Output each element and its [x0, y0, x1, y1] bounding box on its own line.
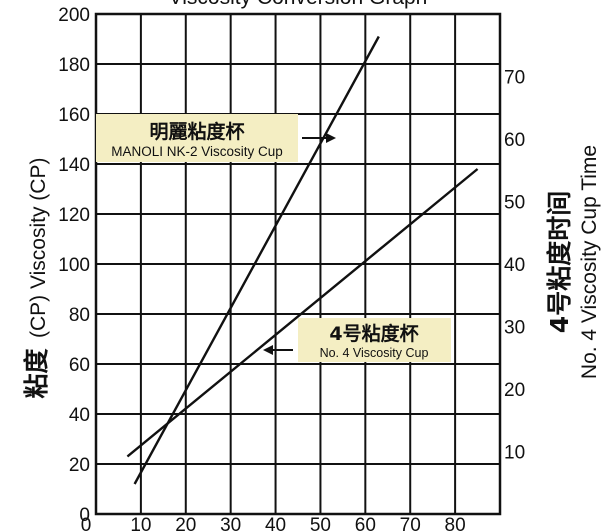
y-axis-label-text: (CP) Viscosity (CP)	[27, 158, 50, 338]
x-tick-label: 60	[355, 515, 376, 531]
annotation-manoli-arrowhead	[326, 133, 336, 143]
y2-tick-label: 40	[504, 255, 525, 276]
y-tick-label: 200	[58, 5, 90, 26]
annotation-no4-cjk: 4号粘度杯	[329, 322, 418, 345]
annotation-no4: 4号粘度杯 No. 4 Viscosity Cup	[263, 318, 451, 362]
y-axis-label: 粘度 (CP) Viscosity (CP)	[22, 158, 51, 399]
x-tick-label: 10	[130, 515, 151, 531]
y-tick-label: 0	[79, 505, 90, 526]
plot-frame	[94, 12, 502, 516]
y-tick-label: 40	[69, 405, 90, 426]
y-tick-label: 120	[58, 205, 90, 226]
y2-axis-ticks: 10 20 30 40 50 60 70	[504, 68, 525, 464]
annotation-manoli-box	[96, 114, 298, 162]
y2-tick-label: 30	[504, 318, 525, 339]
annotation-manoli-label: MANOLI NK-2 Viscosity Cup	[111, 144, 283, 159]
y2-tick-label: 70	[504, 68, 525, 89]
y2-axis-label-cjk: 4号粘度时间	[545, 191, 574, 333]
y2-tick-label: 10	[504, 443, 525, 464]
y2-tick-label: 50	[504, 193, 525, 214]
plot-border	[94, 12, 502, 516]
annotation-no4-label: No. 4 Viscosity Cup	[320, 346, 429, 360]
x-axis-ticks: 0 10 20 30 40 50 60 70 80	[81, 515, 466, 531]
y-tick-label: 20	[69, 455, 90, 476]
y-tick-label: 180	[58, 55, 90, 76]
y-tick-label: 140	[58, 155, 90, 176]
y2-tick-label: 20	[504, 380, 525, 401]
y-axis-label-cjk: 粘度	[22, 348, 51, 398]
y-tick-label: 80	[69, 305, 90, 326]
x-tick-label: 0	[81, 515, 92, 531]
grid	[96, 14, 500, 514]
series-line-2	[126, 168, 479, 458]
annotation-manoli: 明麗粘度杯 MANOLI NK-2 Viscosity Cup	[96, 114, 336, 162]
x-tick-label: 80	[445, 515, 466, 531]
series-lines	[126, 35, 479, 485]
x-tick-label: 70	[400, 515, 421, 531]
annotation-no4-box	[298, 318, 451, 362]
x-tick-label: 20	[175, 515, 196, 531]
x-tick-label: 30	[220, 515, 241, 531]
y-tick-label: 100	[58, 255, 90, 276]
y-axis-ticks: 0 20 40 60 80 100 120 140 160 180 200	[58, 5, 90, 526]
annotation-no4-arrowhead	[263, 345, 273, 355]
y-tick-label: 160	[58, 105, 90, 126]
annotation-manoli-cjk: 明麗粘度杯	[149, 120, 244, 143]
x-tick-label: 40	[265, 515, 286, 531]
y-tick-label: 60	[69, 355, 90, 376]
x-tick-label: 50	[310, 515, 331, 531]
series-line-1	[133, 35, 380, 485]
chart-title: Viscosity Conversion Graph	[169, 0, 428, 9]
y2-tick-label: 60	[504, 130, 525, 151]
y2-axis-label: No. 4 Viscosity Cup Time	[578, 145, 601, 379]
